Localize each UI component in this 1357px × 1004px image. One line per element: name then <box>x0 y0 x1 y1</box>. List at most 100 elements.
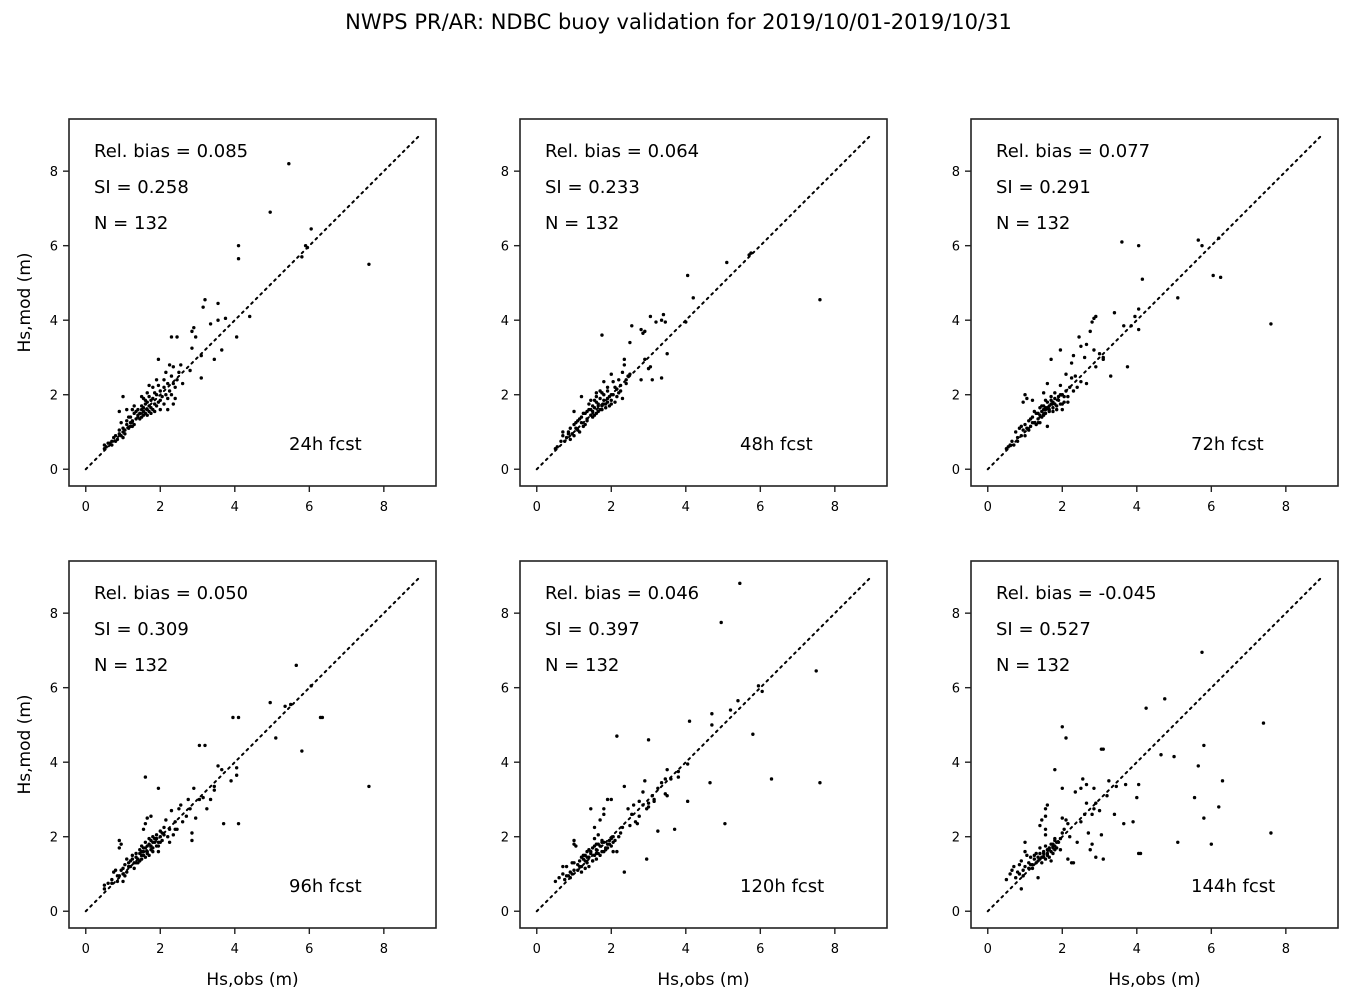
data-point <box>221 821 226 826</box>
scatter-panel-24h-fcst: 0 2 4 6 8 0 2 4 6 8 Rel. bias = 0.085 SI = 0.258 N =… <box>15 118 437 515</box>
data-point <box>656 786 660 790</box>
data-point <box>162 402 166 406</box>
data-point <box>1008 872 1012 876</box>
data-point <box>600 407 604 412</box>
data-point <box>166 835 170 839</box>
data-point <box>234 335 239 339</box>
data-point <box>171 402 176 406</box>
data-point <box>1136 851 1141 856</box>
data-point <box>141 827 146 831</box>
y-tick-label: 6 <box>952 682 960 697</box>
forecast-hour-label: 144h fcst <box>1191 876 1275 897</box>
data-point <box>615 387 619 391</box>
data-point <box>1014 876 1018 880</box>
data-point <box>622 784 627 789</box>
data-point <box>147 394 151 399</box>
data-point <box>1027 428 1031 432</box>
data-point <box>1032 857 1037 861</box>
data-point <box>138 411 142 416</box>
data-point <box>1066 821 1070 826</box>
data-point <box>1041 851 1046 856</box>
data-point <box>563 877 567 882</box>
data-point <box>1107 779 1111 783</box>
data-point <box>1053 396 1057 401</box>
data-point <box>579 420 584 425</box>
data-point <box>594 391 599 395</box>
data-point <box>592 825 597 830</box>
data-point <box>287 162 291 166</box>
data-point <box>300 255 304 259</box>
data-point <box>617 378 621 382</box>
data-point <box>175 827 179 831</box>
data-point <box>175 335 179 339</box>
y-tick-label: 8 <box>952 607 960 622</box>
data-point <box>561 864 565 869</box>
data-point <box>589 398 593 403</box>
y-tick-label: 2 <box>50 389 58 404</box>
data-point <box>1060 786 1064 790</box>
data-point <box>760 689 764 694</box>
data-point <box>193 816 198 820</box>
data-point <box>676 769 681 774</box>
data-point <box>1131 820 1135 824</box>
axes-frame <box>68 560 437 929</box>
data-point <box>1038 823 1042 828</box>
scatter-panel-72h-fcst: 0 2 4 6 8 0 2 4 6 8 Rel. bias = 0.077 SI = 0.291 N =… <box>952 118 1339 515</box>
data-point <box>134 417 138 421</box>
data-point <box>169 335 174 339</box>
data-point <box>564 874 569 878</box>
x-tick-label: 2 <box>1058 500 1066 515</box>
data-point <box>171 381 176 386</box>
data-point <box>602 402 606 406</box>
data-point <box>663 320 668 324</box>
data-point <box>648 314 653 319</box>
data-point <box>1094 365 1098 369</box>
one-to-one-line <box>535 574 874 913</box>
data-point <box>169 393 174 397</box>
data-point <box>1071 861 1076 865</box>
data-point <box>1062 400 1066 404</box>
data-point <box>1015 435 1020 440</box>
data-point <box>130 857 135 861</box>
data-point <box>572 409 576 414</box>
data-point <box>1041 391 1046 395</box>
y-tick-label: 4 <box>952 756 960 771</box>
data-point <box>1045 381 1050 386</box>
data-point <box>128 864 133 869</box>
data-point <box>628 823 632 828</box>
data-point <box>723 821 727 826</box>
data-point <box>1084 342 1089 347</box>
data-point <box>1040 818 1044 822</box>
data-point <box>613 400 617 404</box>
data-point <box>596 404 600 408</box>
data-point <box>173 385 177 389</box>
data-point <box>1136 782 1141 787</box>
x-tick-label: 6 <box>756 942 764 957</box>
data-point <box>154 378 159 382</box>
data-point <box>158 840 162 845</box>
data-point <box>1036 876 1040 880</box>
data-point <box>1209 842 1214 846</box>
data-point <box>367 784 371 789</box>
data-point <box>1030 420 1035 425</box>
data-point <box>1043 814 1048 818</box>
data-point <box>151 849 155 854</box>
data-point <box>147 853 151 858</box>
y-tick-label: 6 <box>501 240 509 255</box>
data-point <box>203 743 207 748</box>
data-point <box>1027 866 1031 871</box>
data-point <box>710 712 714 716</box>
data-point <box>1053 391 1057 395</box>
axes-frame <box>68 118 437 487</box>
data-point <box>1032 853 1037 858</box>
data-point <box>611 849 615 854</box>
data-point <box>1028 417 1033 421</box>
data-point <box>167 363 172 367</box>
si-annotation: SI = 0.397 <box>545 619 640 640</box>
data-point <box>663 777 668 781</box>
data-point <box>145 816 149 820</box>
data-point <box>190 329 194 334</box>
x-tick-label: 4 <box>231 942 239 957</box>
x-tick-label: 0 <box>984 942 992 957</box>
data-point <box>630 324 634 328</box>
